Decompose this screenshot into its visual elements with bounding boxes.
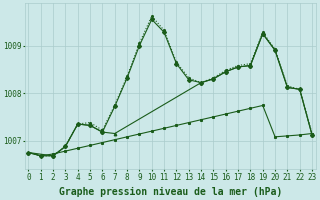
X-axis label: Graphe pression niveau de la mer (hPa): Graphe pression niveau de la mer (hPa) xyxy=(59,187,282,197)
